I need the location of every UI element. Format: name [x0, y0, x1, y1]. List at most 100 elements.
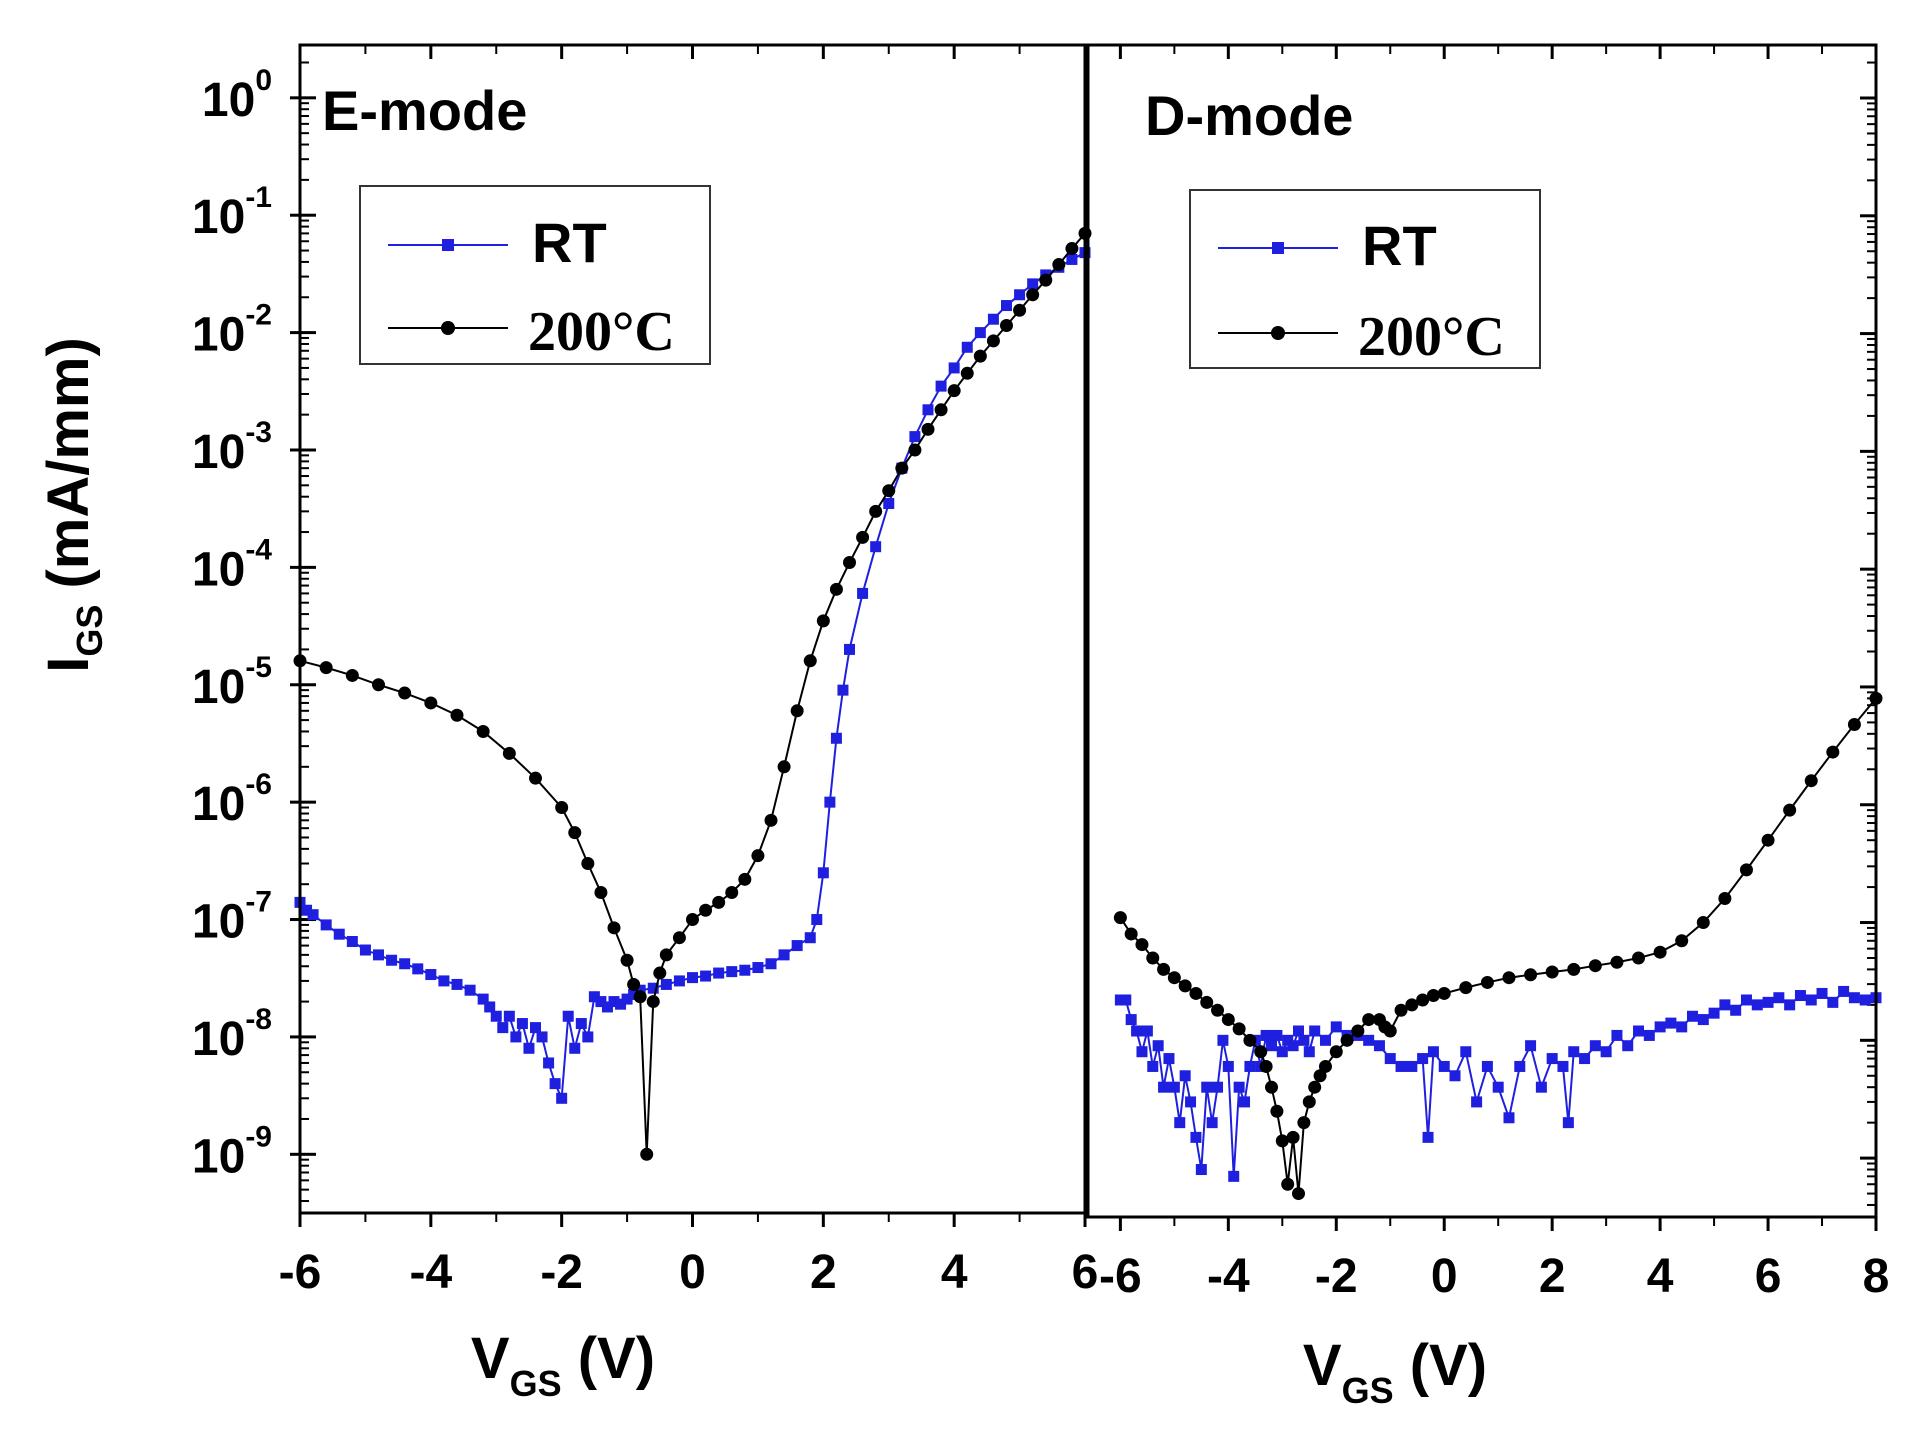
panel-d-mode-x-title: VGS (V)	[1303, 1333, 1487, 1411]
data-point-200c	[568, 826, 582, 840]
data-point-200c	[1189, 986, 1203, 1000]
data-point-rt	[824, 796, 836, 808]
data-point-200c	[1675, 934, 1689, 948]
panel-d-mode-x-title-unit: (V)	[1394, 1333, 1487, 1398]
data-point-rt	[837, 684, 849, 696]
y-tick-exponent: -7	[245, 886, 272, 919]
panel-d-mode-frame	[1086, 43, 1878, 1219]
data-point-200c	[1340, 1033, 1354, 1047]
data-point-rt	[601, 1001, 613, 1013]
y-tick-label: 10-3	[192, 416, 272, 479]
y-axis-title-main: I	[36, 657, 101, 673]
data-point-200c	[594, 885, 608, 899]
data-point-rt	[1622, 1040, 1634, 1052]
y-tick-exponent: 0	[255, 64, 272, 97]
data-point-rt	[1460, 1046, 1472, 1058]
data-point-rt	[765, 958, 777, 970]
data-point-rt	[510, 1031, 522, 1043]
data-point-200c	[1013, 303, 1027, 317]
data-point-rt	[438, 975, 450, 987]
data-point-rt	[1298, 1034, 1310, 1046]
data-point-rt	[1654, 1021, 1666, 1033]
data-point-rt	[791, 940, 803, 952]
data-point-rt	[425, 969, 437, 981]
data-point-rt	[569, 1042, 581, 1054]
data-point-rt	[451, 978, 463, 990]
data-point-rt	[1557, 1060, 1569, 1072]
data-point-200c	[476, 724, 490, 738]
x-tick-label: -6	[1099, 1250, 1142, 1303]
data-point-rt	[1363, 1034, 1375, 1046]
data-point-rt	[1686, 1010, 1698, 1022]
data-point-rt	[1697, 1014, 1709, 1026]
x-tick-label: -2	[1315, 1250, 1358, 1303]
data-point-rt	[556, 1092, 568, 1104]
data-point-200c	[502, 746, 516, 760]
svg-text:IGS (mA/mm): IGS (mA/mm)	[36, 337, 110, 673]
data-point-rt	[752, 962, 764, 974]
y-tick-exponent: -1	[245, 181, 272, 214]
data-point-rt	[1233, 1081, 1245, 1093]
data-point-rt	[1503, 1112, 1515, 1124]
data-point-200c	[1039, 273, 1053, 287]
data-point-rt	[687, 972, 698, 984]
data-point-200c	[1297, 1116, 1311, 1130]
data-point-200c	[1167, 971, 1181, 985]
data-point-200c	[790, 704, 804, 718]
legend-d-mode-rt-label: RT	[1362, 214, 1437, 277]
data-point-rt	[1417, 1053, 1429, 1065]
data-point-200c	[1286, 1130, 1300, 1144]
data-point-rt	[1195, 1164, 1207, 1176]
data-point-rt	[595, 996, 607, 1008]
x-tick-label: 6	[1755, 1250, 1782, 1303]
data-point-rt	[320, 919, 332, 931]
data-point-rt	[1449, 1070, 1461, 1082]
data-point-rt	[412, 963, 424, 975]
data-point-rt	[1579, 1053, 1591, 1065]
data-point-rt	[1794, 990, 1806, 1002]
data-point-rt	[359, 944, 371, 956]
data-point-rt	[543, 1057, 555, 1069]
legend-d-mode: RT 200°C	[1189, 189, 1541, 369]
data-point-rt	[1784, 999, 1796, 1011]
data-point-200c	[973, 349, 987, 363]
data-point-rt	[1838, 985, 1850, 997]
data-point-rt	[1174, 1117, 1186, 1129]
data-point-rt	[615, 998, 627, 1010]
data-point-rt	[870, 541, 882, 553]
data-point-200c	[1632, 951, 1646, 965]
data-point-200c	[1545, 965, 1559, 979]
data-point-200c	[986, 334, 1000, 348]
data-point-rt	[974, 327, 986, 339]
data-point-200c	[1302, 1095, 1316, 1109]
data-point-200c	[1362, 1013, 1376, 1027]
data-point-rt	[817, 867, 829, 879]
data-point-200c	[1124, 927, 1138, 941]
data-point-rt	[1535, 1081, 1547, 1093]
data-point-200c	[816, 614, 830, 628]
data-point-rt	[1827, 996, 1839, 1008]
data-point-rt	[1136, 1046, 1148, 1058]
data-point-200c	[398, 686, 412, 700]
data-point-200c	[1265, 1080, 1279, 1094]
data-point-200c	[633, 990, 647, 1004]
data-point-rt	[1633, 1025, 1645, 1037]
y-axis-title-sub: GS	[69, 605, 110, 657]
data-point-200c	[1351, 1024, 1365, 1038]
y-tick-base: 10	[192, 309, 245, 362]
data-point-rt	[1773, 992, 1785, 1004]
data-point-200c	[1329, 1045, 1343, 1059]
legend-e-mode: RT 200°C	[359, 185, 711, 365]
data-point-rt	[477, 993, 489, 1005]
data-point-rt	[961, 341, 973, 353]
data-point-200c	[921, 422, 935, 436]
data-point-rt	[373, 949, 384, 961]
data-point-rt	[497, 1022, 509, 1034]
y-axis-title: IGS (mA/mm)	[36, 337, 110, 673]
data-point-rt	[1422, 1131, 1434, 1143]
data-point-rt	[1276, 1046, 1288, 1058]
data-point-rt	[700, 970, 712, 982]
legend-d-mode-box	[1189, 189, 1541, 369]
data-point-rt	[634, 984, 646, 996]
